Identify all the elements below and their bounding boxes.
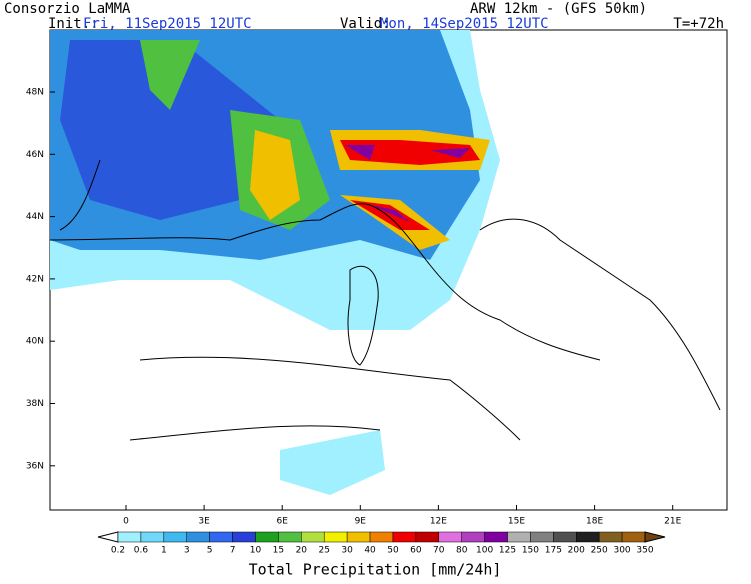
colorbar-box bbox=[438, 531, 462, 543]
colorbar-label: 10 bbox=[250, 546, 262, 556]
lon-label: 18E bbox=[586, 517, 603, 527]
colorbar-label: 60 bbox=[410, 546, 422, 556]
colorbar-label: 20 bbox=[296, 546, 308, 556]
org-title: Consorzio LaMMA bbox=[4, 1, 131, 17]
colorbar-label: 80 bbox=[456, 546, 468, 556]
map-area bbox=[49, 29, 728, 511]
valid-time: Mon, 14Sep2015 12UTC bbox=[380, 16, 549, 32]
colorbar-label: 200 bbox=[568, 546, 585, 556]
coastline-2 bbox=[59, 159, 521, 441]
colorbar-label: 40 bbox=[364, 546, 376, 556]
valid-label: Valid: bbox=[340, 16, 391, 32]
colorbar-box bbox=[140, 531, 165, 543]
colorbar-label: 25 bbox=[318, 546, 329, 556]
lon-label: 12E bbox=[430, 517, 447, 527]
colorbar-title: Total Precipitation [mm/24h] bbox=[249, 561, 502, 579]
colorbar-box bbox=[598, 531, 623, 543]
colorbar-label: 30 bbox=[341, 546, 353, 556]
colorbar-box bbox=[186, 531, 210, 543]
lon-label: 0 bbox=[123, 517, 129, 527]
colorbar-label: 50 bbox=[387, 546, 399, 556]
colorbar-label: 250 bbox=[591, 546, 608, 556]
colorbar-over bbox=[644, 531, 666, 543]
colorbar-box bbox=[346, 531, 371, 543]
precip-blue bbox=[60, 40, 280, 220]
lat-label: 44N bbox=[26, 212, 44, 222]
colorbar-box bbox=[553, 531, 577, 543]
colorbar-label: 150 bbox=[522, 546, 539, 556]
forecast-step: T=+72h bbox=[673, 16, 724, 32]
lon-labels: 0 3E 6E 9E 12E 15E 18E 21E bbox=[123, 505, 682, 527]
colorbar-box bbox=[255, 531, 279, 543]
lon-label: 9E bbox=[355, 517, 367, 527]
colorbar-box bbox=[278, 531, 302, 543]
colorbar-box bbox=[621, 531, 646, 543]
colorbar-box bbox=[232, 531, 256, 543]
colorbar-label: 70 bbox=[433, 546, 445, 556]
lon-label: 21E bbox=[664, 517, 681, 527]
colorbar-box bbox=[163, 531, 187, 543]
colorbar-label: 0.2 bbox=[111, 546, 125, 556]
lon-label: 15E bbox=[508, 517, 525, 527]
colorbar-box bbox=[507, 531, 531, 543]
colorbar-box bbox=[301, 531, 325, 543]
colorbar-label: 300 bbox=[613, 546, 630, 556]
colorbar-label: 0.6 bbox=[134, 546, 149, 556]
colorbar-label: 15 bbox=[273, 546, 284, 556]
lat-label: 38N bbox=[26, 399, 44, 409]
coastline bbox=[49, 203, 721, 411]
lat-label: 42N bbox=[26, 274, 44, 284]
colorbar: 0.2 0.6 1 3 5 7 10 15 20 25 30 40 50 60 70 80 100 125 150 1… bbox=[97, 531, 666, 556]
colorbar-box bbox=[323, 531, 348, 543]
lat-label: 48N bbox=[26, 88, 44, 98]
lat-label: 46N bbox=[26, 150, 44, 160]
precip-south bbox=[280, 430, 385, 495]
colorbar-label: 100 bbox=[476, 546, 493, 556]
lat-label: 36N bbox=[26, 461, 44, 471]
lat-labels: 48N 46N 44N 42N 40N 38N 36N bbox=[26, 88, 55, 471]
colorbar-box bbox=[484, 531, 508, 543]
precip-purple bbox=[345, 145, 470, 222]
lon-label: 3E bbox=[198, 517, 210, 527]
lon-label: 6E bbox=[276, 517, 288, 527]
colorbar-box bbox=[369, 531, 394, 543]
colorbar-label: 175 bbox=[545, 546, 562, 556]
colorbar-label: 5 bbox=[207, 546, 213, 556]
model-title: ARW 12km - (GFS 50km) bbox=[470, 1, 647, 17]
colorbar-box bbox=[117, 531, 142, 543]
colorbar-box bbox=[209, 531, 233, 543]
colorbar-label: 350 bbox=[636, 546, 653, 556]
init-label: Init.: bbox=[48, 16, 99, 32]
colorbar-under bbox=[97, 531, 119, 543]
colorbar-box bbox=[530, 531, 554, 543]
lat-label: 40N bbox=[26, 337, 44, 347]
colorbar-box bbox=[392, 531, 417, 543]
colorbar-box bbox=[415, 531, 440, 543]
colorbar-label: 125 bbox=[499, 546, 516, 556]
colorbar-label: 3 bbox=[184, 546, 190, 556]
colorbar-label: 1 bbox=[161, 546, 167, 556]
colorbar-box bbox=[576, 531, 600, 543]
colorbar-box bbox=[461, 531, 485, 543]
init-time: Fri, 11Sep2015 12UTC bbox=[83, 16, 252, 32]
colorbar-label: 7 bbox=[230, 546, 236, 556]
